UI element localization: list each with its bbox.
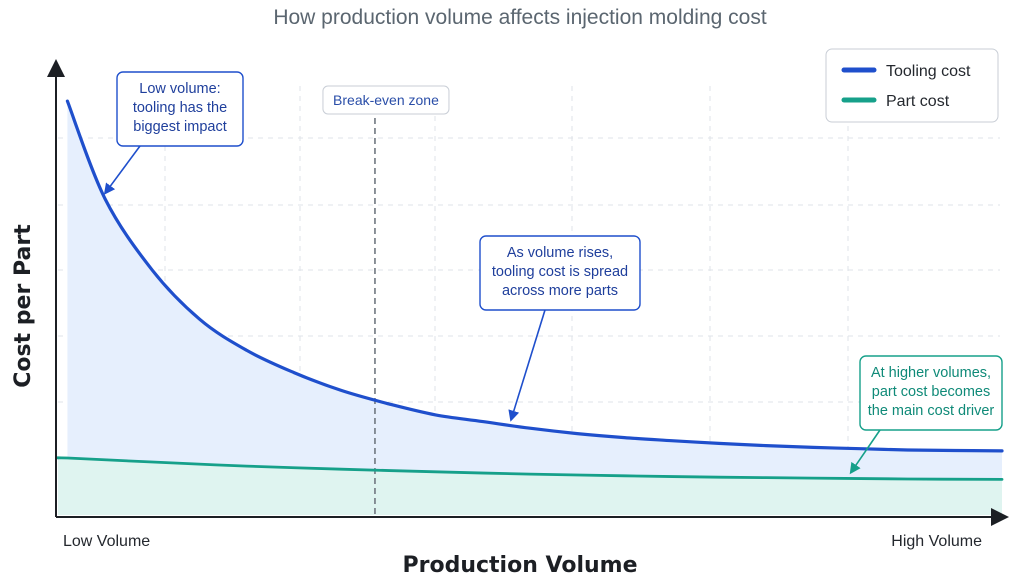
annotation-arrow [103, 145, 141, 195]
legend-box [825, 48, 999, 123]
part-cost-fill [57, 457, 1002, 515]
annotation-box [859, 355, 1003, 431]
series-lines [56, 99, 1004, 481]
legend-label-tooling: Tooling cost [886, 63, 971, 80]
legend-label-part: Part cost [886, 93, 950, 110]
annotation-text: part cost becomes [872, 384, 990, 400]
annotation-text: tooling cost is spread [492, 264, 628, 280]
annotation-arrow [508, 309, 546, 422]
break-even-label-box [322, 85, 450, 115]
x-tick-label-low: Low Volume [63, 533, 150, 550]
annotation-text: As volume rises, [507, 245, 613, 261]
x-tick-label-high: High Volume [891, 533, 982, 550]
annotation-text: across more parts [502, 283, 618, 299]
annotation-text: the main cost driver [868, 403, 995, 419]
annotation-text: At higher volumes, [871, 365, 991, 381]
annotation-text: Low volume: [139, 81, 220, 97]
series-line-part-cost [56, 456, 1004, 481]
break-even-label: Break-even zone [333, 92, 439, 108]
annotation-text: biggest impact [133, 119, 227, 135]
annotations: Low volume: tooling has the biggest impact… [103, 71, 1003, 475]
series-line-tooling-cost [65, 99, 1004, 453]
tooling-cost-fill [67, 101, 1002, 515]
legend: Tooling cost Part cost [825, 48, 999, 123]
y-axis-label: Cost per Part [11, 224, 36, 388]
x-axis-label: Production Volume [402, 553, 637, 576]
series-fill-areas [57, 101, 1002, 515]
annotation-box [479, 235, 641, 311]
annotation-text: tooling has the [133, 100, 227, 116]
annotation-box [116, 71, 244, 147]
chart-title: How production volume affects injection … [273, 6, 767, 29]
annotation-arrow [849, 429, 881, 475]
marker-layer: Break-even zone [322, 85, 450, 515]
